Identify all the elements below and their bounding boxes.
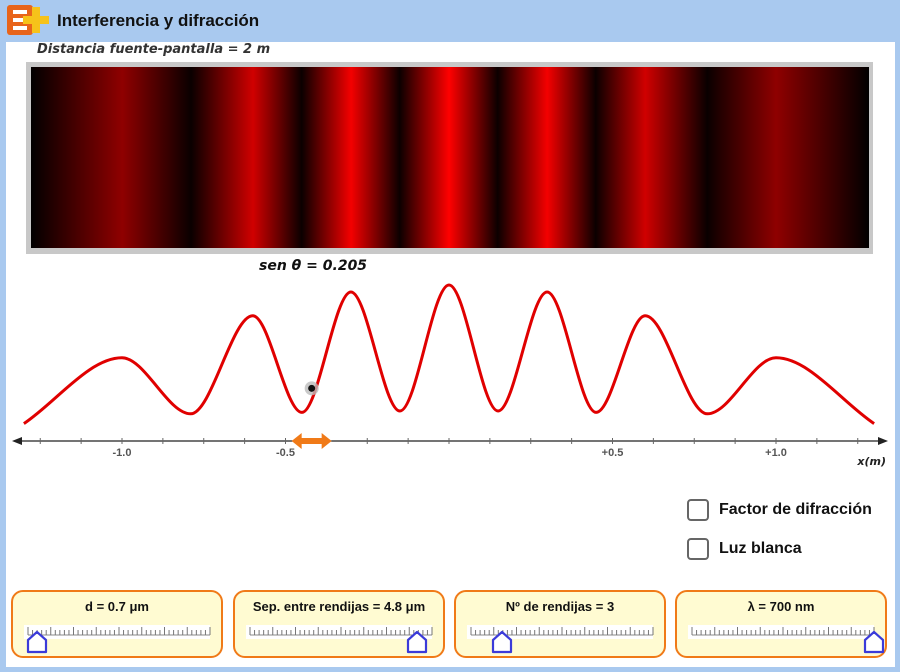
x-axis-tick-labels: -1.0 -0.5 +0.5 +1.0 (113, 447, 787, 459)
slider-thumb-icon[interactable] (26, 630, 48, 654)
x-axis-tick-label: +1.0 (765, 447, 787, 459)
probe-point (308, 384, 316, 392)
x-axis-tick-label: -1.0 (113, 447, 132, 459)
slider-scale (27, 627, 211, 636)
title-bar: Interferencia y difracción (0, 0, 900, 42)
double-arrow-icon[interactable] (291, 433, 332, 449)
x-axis-right-arrow-icon (878, 437, 888, 445)
probe-handle[interactable] (291, 381, 332, 449)
diffraction-factor-option[interactable]: Factor de difracción (687, 499, 872, 521)
white-light-label: Luz blanca (719, 540, 802, 557)
x-axis-label: x(m) (856, 455, 886, 468)
slit-count-label: Nº de rendijas = 3 (505, 599, 615, 614)
slider-thumb-icon[interactable] (863, 630, 885, 654)
distance-label: Distancia fuente-pantalla = 2 m (37, 42, 271, 57)
diffraction-factor-label: Factor de difracción (719, 501, 872, 518)
slider-scale (691, 627, 875, 636)
slider-thumb-icon[interactable] (406, 630, 428, 654)
app-title: Interferencia y difracción (57, 11, 260, 30)
slider-scale (249, 627, 433, 636)
interference-screen (31, 67, 869, 248)
slit-width-label: d = 0.7 μm (85, 599, 149, 614)
slit-width-slider: d = 0.7 μm (11, 590, 223, 658)
wavelength-label: λ = 700 nm (747, 599, 815, 614)
intensity-plot: -1.0 -0.5 +0.5 +1.0 x(m) (12, 283, 888, 468)
x-axis-left-arrow-icon (12, 437, 22, 445)
wavelength-slider: λ = 700 nm (675, 590, 887, 658)
slit-count-slider: Nº de rendijas = 3 (454, 590, 666, 658)
slider-thumb-icon[interactable] (491, 630, 513, 654)
x-axis-minor-ticks (39, 438, 859, 444)
x-axis-tick-label: -0.5 (276, 447, 295, 459)
slit-separation-slider: Sep. entre rendijas = 4.8 μm (233, 590, 445, 658)
diffraction-factor-checkbox[interactable] (687, 499, 709, 521)
x-axis-tick-label: +0.5 (602, 447, 624, 459)
slider-track[interactable] (688, 625, 875, 639)
slider-track[interactable] (24, 625, 211, 639)
white-light-checkbox[interactable] (687, 538, 709, 560)
intensity-curve (23, 283, 875, 425)
sin-theta-label: sen θ = 0.205 (259, 258, 368, 274)
white-light-option[interactable]: Luz blanca (687, 538, 802, 560)
slider-track[interactable] (246, 625, 433, 639)
app-logo-icon (7, 5, 49, 35)
slit-separation-label: Sep. entre rendijas = 4.8 μm (252, 599, 426, 614)
